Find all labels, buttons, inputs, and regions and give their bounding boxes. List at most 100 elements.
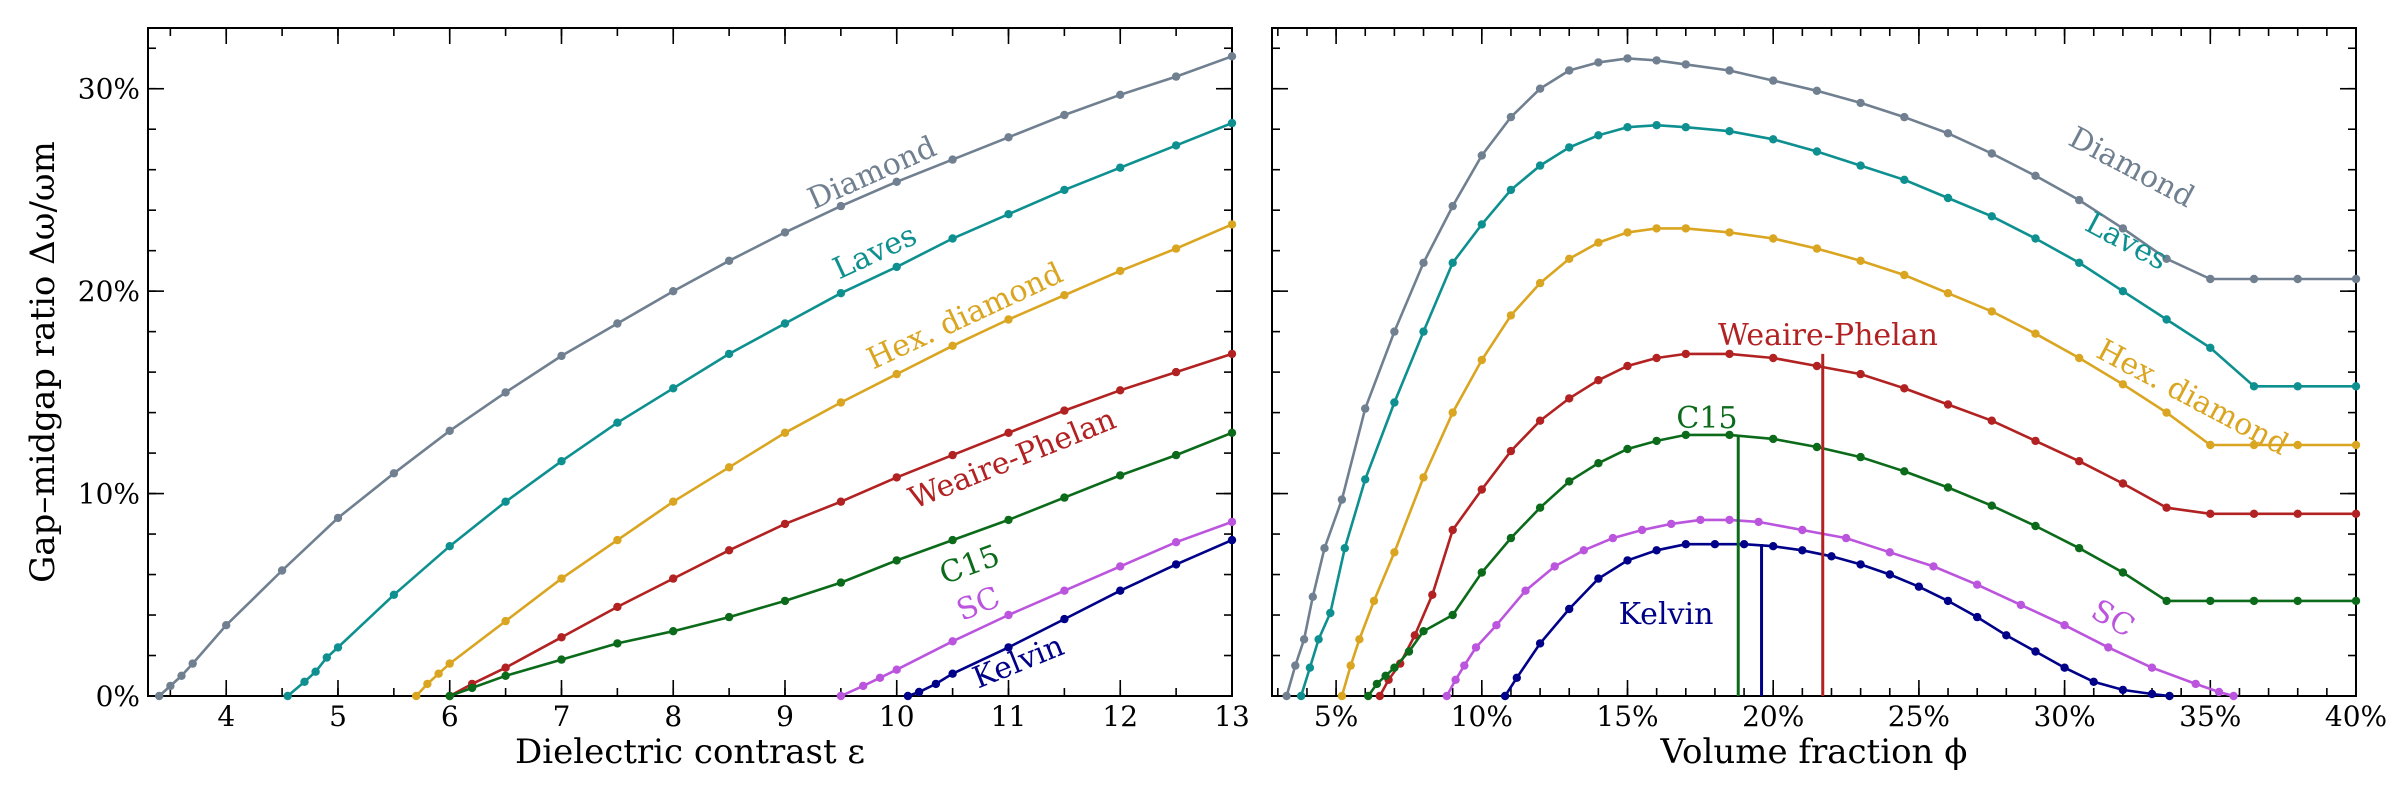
data-point-weaire-phelan [2293,509,2302,518]
data-point-diamond [1390,327,1399,336]
data-point-diamond [1291,661,1300,670]
data-point-weaire-phelan [557,633,566,642]
data-point-weaire-phelan [1171,367,1181,377]
data-point-laves [1987,212,1997,221]
right-panel: 5% 10% 15% 20% 25% 30% 35% 40% Diamond Laves He… [1271,27,2387,772]
data-point-weaire-phelan [2206,509,2215,518]
data-point-kelvin [2118,685,2128,695]
x-tick-label: 7 [553,700,571,733]
data-point-hex-diamond [1346,661,1355,670]
data-point-hex-diamond [1856,256,1865,265]
data-point-c15 [1769,434,1778,444]
data-point-laves [2206,343,2215,352]
data-point-weaire-phelan [613,602,622,612]
data-point-laves [724,349,734,359]
data-point-c15 [669,627,678,636]
data-point-laves [1769,135,1778,144]
data-point-laves [1326,608,1335,618]
data-point-diamond [1594,58,1603,67]
data-point-diamond [155,691,164,701]
data-point-laves [2075,258,2084,267]
data-point-hex-diamond [1987,307,1997,316]
data-point-c15 [2162,596,2171,606]
data-point-weaire-phelan [1116,386,1125,395]
data-point-diamond [1337,495,1347,504]
series-label-c15: C15 [935,538,1004,592]
data-point-weaire-phelan [1812,361,1822,371]
data-point-hex-diamond [1725,228,1734,237]
data-point-c15 [892,556,901,565]
data-point-diamond [2293,274,2302,284]
data-point-sc [1171,538,1181,547]
data-point-diamond [1299,635,1309,644]
data-point-weaire-phelan [1725,349,1734,359]
data-point-diamond [1477,151,1487,160]
series-line-hex-diamond [1340,227,2356,697]
data-point-weaire-phelan [1943,400,1953,409]
series-label-diamond-right: Diamond [2063,120,2200,215]
data-point-diamond [1506,112,1516,122]
data-point-sc [1696,515,1705,525]
data-point-hex-diamond [445,659,454,668]
data-point-laves [1943,193,1953,203]
data-point-diamond [177,671,186,680]
data-point-hex-diamond [2118,380,2128,389]
data-point-laves [1448,258,1457,267]
data-point-diamond [1171,72,1181,81]
data-point-hex-diamond [501,616,510,626]
data-point-hex-diamond [836,398,846,407]
right-series [1282,54,2361,701]
data-point-hex-diamond [2162,408,2171,417]
data-point-hex-diamond [434,669,443,678]
data-point-c15 [2293,596,2302,606]
data-point-diamond [1361,404,1370,413]
data-point-c15 [501,671,510,680]
data-point-sc [1798,525,1807,535]
data-point-sc [1608,533,1618,543]
right-x-axis-label: Volume fraction ϕ [1660,732,1968,772]
data-point-weaire-phelan [1477,485,1487,494]
data-point-laves [389,590,399,599]
data-point-laves [1361,475,1370,484]
data-point-sc [2191,679,2200,689]
data-point-weaire-phelan [836,497,846,506]
left-plot-frame [147,27,1233,697]
data-point-weaire-phelan [724,546,734,555]
data-point-diamond [333,513,343,523]
data-point-diamond [2075,195,2084,205]
data-point-c15 [1364,691,1373,701]
series-label-sc-right: SC [2085,593,2140,645]
data-point-kelvin [1060,614,1069,624]
data-point-c15 [1623,444,1632,454]
data-point-kelvin [1914,582,1924,591]
data-point-kelvin [1798,546,1807,555]
data-point-kelvin [948,669,957,678]
data-point-diamond [2206,274,2215,284]
data-point-c15 [1565,477,1574,486]
data-point-c15 [780,596,790,606]
data-point-diamond [1060,110,1069,120]
x-tick-label: 35% [2179,700,2241,733]
data-point-hex-diamond [423,679,432,689]
data-point-laves [1390,398,1399,407]
data-point-hex-diamond [669,497,678,506]
data-point-hex-diamond [2293,440,2302,450]
data-point-laves [283,691,292,701]
data-point-laves [2293,382,2302,391]
data-point-laves [1004,210,1013,219]
data-point-c15 [1171,450,1181,460]
series-label-kelvin-right: Kelvin [1619,597,1714,632]
data-point-diamond [1652,56,1661,65]
data-point-weaire-phelan [1535,416,1545,425]
data-point-weaire-phelan [1565,394,1574,403]
data-point-diamond [892,177,901,186]
data-point-laves [1314,635,1323,644]
x-tick-label: 5% [1314,700,1358,733]
data-point-kelvin [931,679,941,689]
data-point-weaire-phelan [669,574,678,583]
data-point-hex-diamond [1390,548,1399,557]
data-point-kelvin [1512,673,1522,682]
series-label-hex-diamond-right: Hex. diamond [2091,332,2294,462]
x-tick-label: 20% [1742,700,1804,733]
data-point-laves [1535,161,1545,170]
